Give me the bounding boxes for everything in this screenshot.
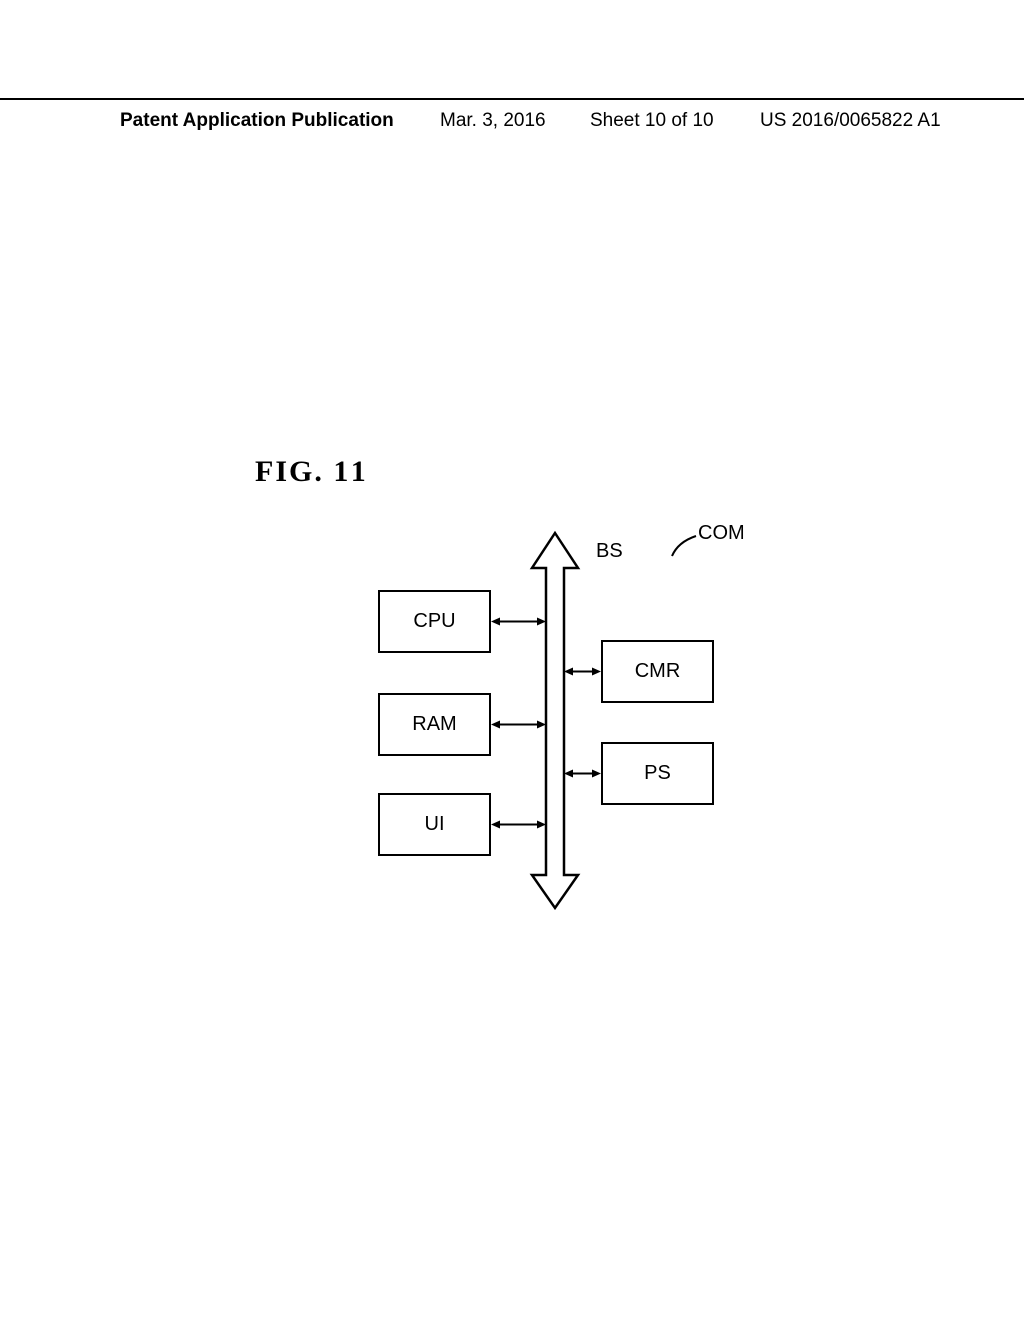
- page: Patent Application Publication Mar. 3, 2…: [0, 0, 1024, 1320]
- com-leader-line: [0, 0, 1024, 1320]
- system-label: COM: [698, 522, 745, 545]
- diagram: CPU RAM UI CMR PS BS COM: [0, 0, 1024, 1320]
